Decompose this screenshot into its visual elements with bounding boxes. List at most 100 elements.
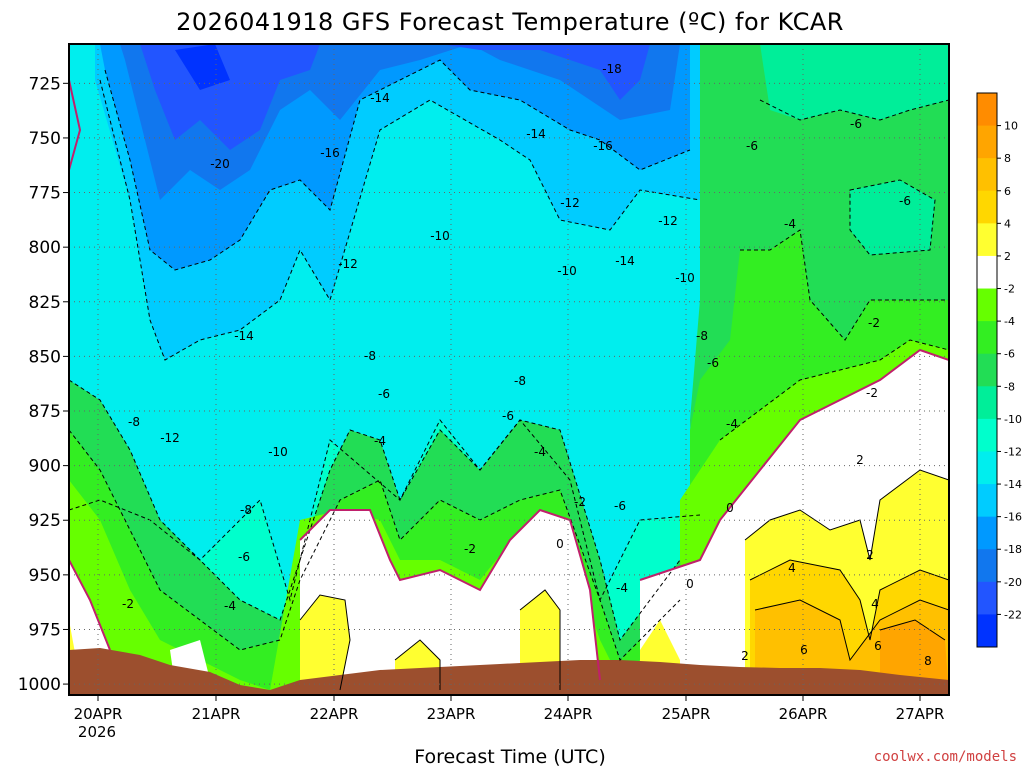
colorbar-label: -4 xyxy=(1004,315,1015,328)
x-tick-label: 26APR xyxy=(779,705,828,723)
contour-label: 0 xyxy=(556,537,564,551)
colorbar-swatch xyxy=(977,93,997,127)
y-tick-label: 1000 xyxy=(18,675,61,695)
contour-label: -8 xyxy=(364,349,376,363)
contour-label: -4 xyxy=(534,445,546,459)
contour-label: -14 xyxy=(615,254,635,268)
colorbar-label: -14 xyxy=(1004,478,1022,491)
zero-contours xyxy=(69,79,949,681)
contour-labels: -20-18-16 -16-14-14-14-14-12-12-12-12-10-… xyxy=(122,62,932,668)
x-axis-title: Forecast Time (UTC) xyxy=(414,746,605,768)
contour-label: -6 xyxy=(614,499,626,513)
colorbar-swatch xyxy=(977,125,997,159)
contour-label: -2 xyxy=(866,386,878,400)
contour-label: -2 xyxy=(868,316,880,330)
colorbar-label: -20 xyxy=(1004,576,1022,589)
y-tick-label: 800 xyxy=(29,238,61,258)
positive-contours xyxy=(299,469,949,691)
plot-area: -20-18-16 -16-14-14-14-14-12-12-12-12-10-… xyxy=(69,44,949,695)
contour-label: -4 xyxy=(224,599,236,613)
colorbar-label: -18 xyxy=(1004,543,1022,556)
colorbar-label: -12 xyxy=(1004,445,1022,458)
contour-label: -8 xyxy=(514,374,526,388)
y-tick-label: 750 xyxy=(29,129,61,149)
contour-label: -10 xyxy=(268,445,288,459)
colorbar-swatch xyxy=(977,484,997,518)
contour-label: -10 xyxy=(675,271,695,285)
x-tick-label: 25APR xyxy=(662,705,711,723)
contour-label: -14 xyxy=(526,127,546,141)
contour-label: -18 xyxy=(602,62,622,76)
x-tick-label: 23APR xyxy=(427,705,476,723)
contour-label: 2 xyxy=(856,453,864,467)
plot-frame xyxy=(68,43,950,696)
contour-label: -12 xyxy=(338,257,358,271)
colorbar-label: 10 xyxy=(1004,120,1018,133)
y-tick-label: 950 xyxy=(29,566,61,586)
y-tick-label: 900 xyxy=(29,457,61,477)
colorbar-label: -6 xyxy=(1004,348,1015,361)
colorbar-swatch xyxy=(977,516,997,550)
colorbar-swatch xyxy=(977,549,997,583)
colorbar-label: -22 xyxy=(1004,608,1022,621)
contour-label: -4 xyxy=(784,217,796,231)
band-zero-a xyxy=(69,560,110,660)
contour-label: -6 xyxy=(899,194,911,208)
contour-label: -16 xyxy=(320,146,340,160)
contour-label: 6 xyxy=(874,639,882,653)
contour-label: -20 xyxy=(210,157,230,171)
x-tick-label: 21APR xyxy=(192,705,241,723)
colorbar-label: -16 xyxy=(1004,511,1022,524)
contour-label: -6 xyxy=(502,409,514,423)
colorbar-swatch xyxy=(977,288,997,322)
y-axis: 725 750 775 800 825 850 875 900 925 950 975 1000 xyxy=(18,74,69,695)
colorbar-swatch xyxy=(977,451,997,485)
colorbar: 10 8 6 4 2 -2 -4 -6 -8 -10 -12 -14 -16 -18 -20 -22 xyxy=(976,92,1022,648)
terrain xyxy=(69,648,949,695)
contour-label: -8 xyxy=(696,329,708,343)
contour-label: -6 xyxy=(238,550,250,564)
y-tick-label: 775 xyxy=(29,184,61,204)
colorbar-swatch xyxy=(977,255,997,290)
y-tick-label: 725 xyxy=(29,74,61,94)
contour-label: -2 xyxy=(464,542,476,556)
colorbar-swatch xyxy=(977,321,997,355)
contour-label: -10 xyxy=(557,264,577,278)
chart-title: 2026041918 GFS Forecast Temperature (ºC)… xyxy=(176,8,844,36)
colorbar-label: -8 xyxy=(1004,380,1015,393)
y-tick-label: 975 xyxy=(29,620,61,640)
contour-label: -6 xyxy=(378,387,390,401)
contour-label: -12 xyxy=(160,431,180,445)
x-tick-label: 27APR xyxy=(896,705,945,723)
band-minus10 xyxy=(760,44,949,120)
contour-label: -8 xyxy=(128,415,140,429)
y-tick-label: 925 xyxy=(29,511,61,531)
x-tick-label: 24APR xyxy=(544,705,593,723)
y-tick-label: 875 xyxy=(29,402,61,422)
contour-label: 0 xyxy=(726,501,734,515)
contour-label: 6 xyxy=(800,643,808,657)
colorbar-label: 2 xyxy=(1004,250,1011,263)
colorbar-swatch xyxy=(977,190,997,224)
contour-label: -8 xyxy=(240,503,252,517)
contour-label: 4 xyxy=(788,561,796,575)
colorbar-frame xyxy=(976,92,998,648)
band-minus24 xyxy=(175,44,230,90)
contour-label: 0 xyxy=(686,577,694,591)
contour-label: -2 xyxy=(574,495,586,509)
contour-label: 4 xyxy=(871,597,879,611)
band-minus22 xyxy=(140,44,320,150)
contour-label: -16 xyxy=(593,139,613,153)
contour-label: -14 xyxy=(234,329,254,343)
contour-label: -4 xyxy=(726,417,738,431)
y-tick-label: 825 xyxy=(29,293,61,313)
x-tick-label: 22APR xyxy=(310,705,359,723)
colorbar-swatch xyxy=(977,386,997,420)
colorbar-label: -10 xyxy=(1004,413,1022,426)
credit-link[interactable]: coolwx.com/models xyxy=(874,749,1017,765)
x-axis: 20APR 21APR 22APR 23APR 24APR 25APR 26APR 27APR xyxy=(74,695,945,723)
band-minus10-b xyxy=(850,180,935,255)
colorbar-swatch xyxy=(977,353,997,387)
contour-label: -6 xyxy=(850,117,862,131)
